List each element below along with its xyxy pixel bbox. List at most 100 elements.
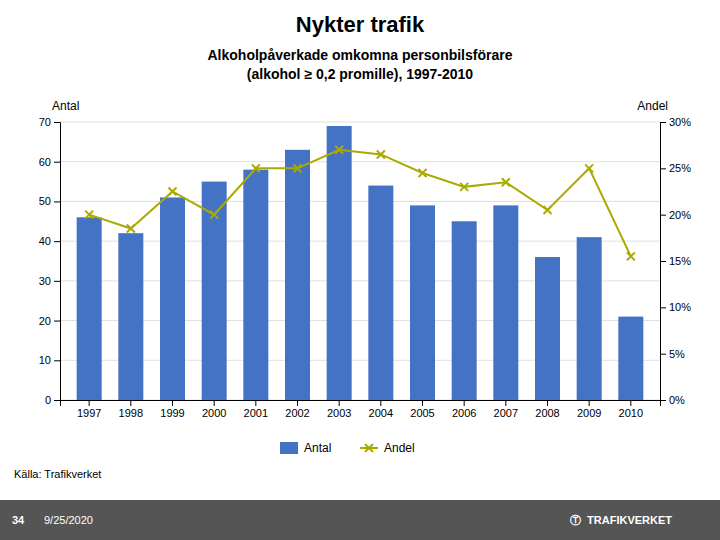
tick-mark (464, 400, 465, 406)
tick-mark (505, 400, 506, 406)
grid-line (60, 360, 660, 361)
banner-text: 34 (12, 514, 25, 526)
tick-mark (172, 400, 173, 406)
tick-mark (297, 400, 298, 406)
bar (410, 205, 435, 400)
tick: 30% (660, 116, 691, 128)
tick: 2004 (369, 400, 393, 419)
tick-mark (660, 261, 666, 262)
tick-mark (54, 122, 60, 123)
tick-label: 2001 (244, 407, 268, 419)
tick-mark (89, 400, 90, 406)
tick: 20% (660, 209, 691, 221)
tick-mark (339, 400, 340, 406)
tick-label: 15% (669, 255, 691, 267)
legend-item: Andel (360, 441, 415, 455)
tick: 2001 (244, 400, 268, 419)
marker (85, 211, 93, 219)
tick: 15% (660, 255, 691, 267)
tick: 2009 (577, 400, 601, 419)
grid-line (60, 280, 660, 281)
tick-mark (660, 122, 666, 123)
marker (460, 183, 468, 191)
tick-label: 30 (39, 275, 51, 287)
tick-label: 2008 (535, 407, 559, 419)
tick-mark (589, 400, 590, 406)
marker (627, 252, 635, 260)
tick-mark (54, 360, 60, 361)
tick-label: 2000 (202, 407, 226, 419)
tick-label: 2004 (369, 407, 393, 419)
tick: 2007 (494, 400, 518, 419)
tick-label: 2003 (327, 407, 351, 419)
marker (294, 164, 302, 172)
tick-mark (422, 400, 423, 406)
tick-mark (54, 400, 60, 401)
chart: Nykter trafikAlkoholpåverkade omkomna pe… (0, 0, 720, 540)
marker (544, 206, 552, 214)
marker (127, 225, 135, 233)
y-axis-label: Antal (52, 99, 79, 113)
x-axis: 1997 1998 1999 2000 2001 2002 2003 2004 2005 2006… (61, 400, 661, 419)
banner-text: Ⓣ TRAFIKVERKET (570, 514, 672, 526)
legend-swatch (280, 442, 298, 454)
bar (118, 233, 143, 400)
source: Källa: Trafikverket (14, 468, 101, 480)
banner (0, 500, 720, 540)
tick: 30 (39, 275, 60, 287)
tick: 0% (660, 394, 685, 406)
tick-mark (630, 400, 631, 406)
bar (243, 170, 268, 400)
marker (377, 150, 385, 158)
plot-area (77, 126, 644, 400)
bar (77, 217, 102, 400)
grid-line (60, 201, 660, 202)
tick: 2008 (535, 400, 559, 419)
tick-label: 5% (669, 348, 685, 360)
tick: 2002 (285, 400, 309, 419)
bar (452, 221, 477, 400)
tick-mark (214, 400, 215, 406)
line (89, 150, 631, 257)
tick-label: 30% (669, 116, 691, 128)
bar (327, 126, 352, 400)
tick-label: 0 (45, 394, 51, 406)
tick-label: 20 (39, 315, 51, 327)
tick: 1999 (160, 400, 184, 419)
bar (368, 186, 393, 400)
tick-mark (660, 168, 666, 169)
bar (160, 197, 185, 400)
bar (577, 237, 602, 400)
tick: 2000 (202, 400, 226, 419)
tick: 2006 (452, 400, 476, 419)
grid-line (60, 241, 660, 242)
grid-line (60, 122, 660, 123)
tick-label: 2007 (494, 407, 518, 419)
tick: 2003 (327, 400, 351, 419)
marker (419, 169, 427, 177)
tick-label: 25% (669, 162, 691, 174)
grid-line (60, 161, 660, 162)
tick-mark (54, 162, 60, 163)
grid (60, 122, 660, 400)
banner-text: 9/25/2020 (44, 514, 93, 526)
tick-label: 1998 (119, 407, 143, 419)
marker (210, 211, 218, 219)
legend-marker (365, 444, 373, 452)
tick-mark (660, 400, 666, 401)
tick: 20 (39, 315, 60, 327)
axis-line (54, 123, 61, 401)
tick: 25% (660, 162, 691, 174)
tick-mark (660, 215, 666, 216)
y-axis: 010203040506070 (39, 116, 61, 406)
grid-line (60, 320, 660, 321)
tick: 50 (39, 195, 60, 207)
tick: 1998 (119, 400, 143, 419)
tick: 0 (45, 394, 60, 406)
tick-mark (54, 201, 60, 202)
tick: 5% (660, 348, 685, 360)
tick: 2005 (410, 400, 434, 419)
marker (252, 164, 260, 172)
tick: 1997 (77, 400, 101, 419)
tick-mark (54, 321, 60, 322)
